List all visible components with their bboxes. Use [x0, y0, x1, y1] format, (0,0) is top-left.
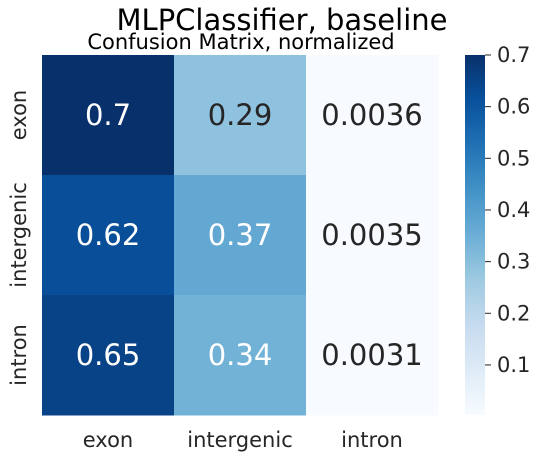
chart-subtitle: Confusion Matrix, normalized [87, 30, 394, 54]
x-tick-label-2: intron [341, 428, 403, 452]
y-tick-label-1: intergenic [7, 182, 31, 288]
colorbar-tick-labels: 0.1 0.2 0.3 0.4 0.5 0.6 0.7 [485, 43, 530, 377]
heatmap-cell-1-0 [42, 175, 175, 296]
colorbar-tick-label-2: 0.3 [497, 250, 530, 274]
heatmap-cell-1-2 [306, 175, 439, 296]
cell-value-label-0-1: 0.29 [208, 98, 273, 132]
heatmap-value-labels: 0.7 0.29 0.0036 0.62 0.37 0.0035 0.65 0.34 0.003… [76, 98, 423, 372]
y-tick-label-2: intron [7, 324, 31, 386]
colorbar-tick-label-1: 0.2 [497, 301, 530, 325]
x-tick-label-1: intergenic [187, 428, 293, 452]
heatmap-cell-0-2 [306, 55, 439, 176]
colorbar-tick-label-6: 0.7 [497, 43, 530, 67]
cell-value-label-1-1: 0.37 [208, 218, 273, 252]
cell-value-label-2-1: 0.34 [208, 338, 273, 372]
heatmap-cell-2-2 [306, 295, 439, 416]
y-tick-label-0: exon [7, 90, 31, 141]
heatmap-cell-2-0 [42, 295, 175, 416]
heatmap-cell-0-1 [174, 55, 307, 176]
colorbar-tick-label-5: 0.6 [497, 95, 530, 119]
heatmap-cells [42, 55, 439, 416]
cell-value-label-1-0: 0.62 [76, 218, 141, 252]
heatmap-cell-0-0 [42, 55, 175, 176]
cell-value-label-0-0: 0.7 [85, 98, 131, 132]
heatmap-cell-1-1 [174, 175, 307, 296]
heatmap-cell-2-1 [174, 295, 307, 416]
y-axis-tick-labels: exon intergenic intron [7, 90, 31, 386]
x-tick-label-0: exon [83, 428, 134, 452]
colorbar [465, 55, 485, 415]
cell-value-label-1-2: 0.0035 [321, 218, 422, 252]
cell-value-label-2-0: 0.65 [76, 338, 141, 372]
colorbar-tick-label-4: 0.5 [497, 146, 530, 170]
x-axis-tick-labels: exon intergenic intron [83, 428, 403, 452]
colorbar-tick-label-3: 0.4 [497, 198, 530, 222]
chart-title: MLPClassifier, baseline [117, 3, 448, 37]
cell-value-label-2-2: 0.0031 [321, 338, 422, 372]
cell-value-label-0-2: 0.0036 [321, 98, 422, 132]
colorbar-tick-label-0: 0.1 [497, 353, 530, 377]
